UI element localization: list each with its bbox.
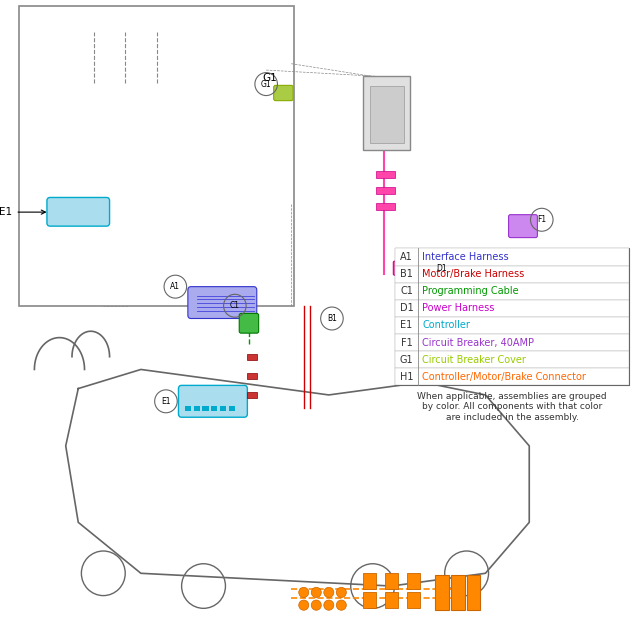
Text: E1: E1 — [161, 397, 171, 406]
Bar — [247, 373, 257, 379]
Bar — [451, 575, 465, 610]
Text: E1: E1 — [401, 320, 413, 331]
Bar — [435, 575, 449, 610]
Bar — [395, 368, 629, 385]
Bar — [370, 86, 404, 143]
Bar — [229, 406, 235, 411]
FancyBboxPatch shape — [178, 385, 247, 417]
Text: G1: G1 — [262, 73, 277, 83]
Text: E1: E1 — [0, 207, 46, 217]
FancyBboxPatch shape — [47, 197, 110, 226]
Bar — [385, 592, 397, 608]
Bar — [395, 317, 629, 334]
Text: G1: G1 — [261, 80, 272, 89]
Text: F1: F1 — [401, 338, 412, 348]
Text: Programming Cable: Programming Cable — [422, 286, 519, 296]
Bar — [395, 300, 629, 317]
Bar — [247, 392, 257, 398]
Text: D1: D1 — [399, 303, 413, 313]
Text: Controller/Motor/Brake Connector: Controller/Motor/Brake Connector — [422, 372, 586, 382]
Text: D1: D1 — [437, 264, 447, 273]
FancyBboxPatch shape — [394, 261, 421, 275]
Bar — [395, 351, 629, 368]
Circle shape — [324, 587, 334, 598]
Circle shape — [311, 600, 321, 610]
Text: Power Harness: Power Harness — [422, 303, 494, 313]
Bar — [363, 76, 410, 150]
Bar — [247, 354, 257, 360]
Bar — [395, 334, 629, 351]
Bar — [376, 187, 395, 194]
Bar — [395, 283, 629, 300]
Circle shape — [324, 600, 334, 610]
Bar — [185, 406, 191, 411]
Bar — [395, 266, 629, 283]
Text: A1: A1 — [400, 252, 413, 262]
Text: Circuit Breaker Cover: Circuit Breaker Cover — [422, 355, 526, 365]
Text: F1: F1 — [537, 215, 546, 224]
Bar — [19, 6, 294, 306]
Text: Circuit Breaker, 40AMP: Circuit Breaker, 40AMP — [422, 338, 534, 348]
Circle shape — [299, 600, 309, 610]
Text: C1: C1 — [230, 301, 240, 310]
Text: B1: B1 — [327, 314, 337, 323]
Bar — [193, 406, 200, 411]
Circle shape — [311, 587, 321, 598]
Text: Controller: Controller — [422, 320, 470, 331]
Bar — [220, 406, 226, 411]
Circle shape — [336, 587, 346, 598]
FancyBboxPatch shape — [508, 215, 537, 238]
Circle shape — [299, 587, 309, 598]
Text: G1: G1 — [400, 355, 413, 365]
Text: When applicable, assemblies are grouped
by color. All components with that color: When applicable, assemblies are grouped … — [417, 392, 607, 422]
Bar — [407, 573, 420, 589]
Text: A1: A1 — [170, 282, 180, 291]
Text: Motor/Brake Harness: Motor/Brake Harness — [422, 269, 525, 279]
Bar — [376, 203, 395, 210]
FancyBboxPatch shape — [188, 287, 257, 318]
Text: Interface Harness: Interface Harness — [422, 252, 508, 262]
Bar — [395, 248, 629, 266]
Bar — [467, 575, 480, 610]
Text: C1: C1 — [400, 286, 413, 296]
Bar — [385, 573, 397, 589]
FancyBboxPatch shape — [239, 313, 259, 333]
Bar — [363, 573, 376, 589]
Bar — [376, 171, 395, 178]
Bar — [202, 406, 209, 411]
Circle shape — [336, 600, 346, 610]
Bar — [395, 248, 629, 385]
FancyBboxPatch shape — [273, 85, 293, 101]
Text: H1: H1 — [400, 372, 413, 382]
Text: B1: B1 — [400, 269, 413, 279]
Bar — [407, 592, 420, 608]
Bar — [363, 592, 376, 608]
Bar — [211, 406, 217, 411]
